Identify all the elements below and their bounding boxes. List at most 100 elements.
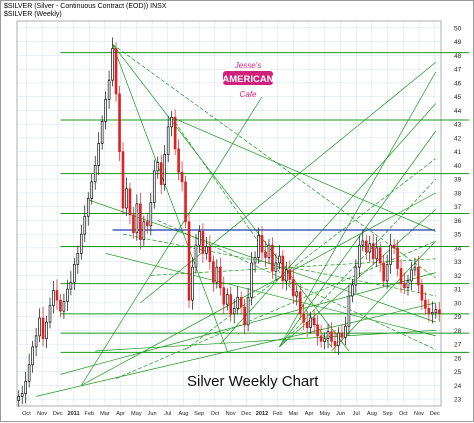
price-bar: [437, 301, 441, 322]
price-bar: [413, 257, 417, 277]
price-bar: [431, 301, 434, 324]
price-bar: [302, 304, 306, 330]
price-bar: [361, 229, 365, 252]
price-bar: [187, 213, 191, 308]
fan-line: [279, 71, 437, 348]
price-bar: [354, 259, 358, 293]
price-bar-body: [264, 251, 267, 258]
y-tick-label: 35: [454, 232, 462, 239]
price-bar: [114, 42, 118, 102]
price-bar: [239, 291, 243, 315]
price-bar-body: [194, 244, 198, 268]
x-tick-label: Aug: [178, 411, 188, 417]
price-bar-body: [260, 235, 264, 253]
price-bar-body: [298, 291, 302, 315]
price-bar: [406, 274, 410, 296]
y-tick-label: 44: [454, 108, 462, 115]
price-bar-body: [107, 79, 111, 100]
x-tick-label: Feb: [84, 411, 94, 417]
price-bar-body: [69, 281, 73, 290]
price-bar: [420, 278, 424, 310]
price-bar: [121, 142, 125, 215]
price-bar-body: [403, 283, 406, 289]
price-bar: [97, 132, 100, 175]
fan-line: [81, 192, 436, 386]
price-bar: [271, 237, 274, 280]
price-bar-body: [364, 240, 368, 253]
price-bar: [319, 324, 323, 348]
price-bar: [212, 255, 215, 292]
price-bar: [159, 154, 163, 195]
price-bar-body: [312, 317, 316, 326]
x-tick-label: Sep: [194, 411, 204, 417]
price-bar: [316, 315, 319, 346]
price-bar-body: [274, 262, 278, 272]
y-tick-label: 38: [454, 190, 462, 197]
price-bar: [215, 259, 219, 289]
price-bar-body: [323, 338, 326, 342]
price-bar: [340, 325, 344, 344]
x-tick-label: Apr: [305, 411, 314, 417]
fan-line: [185, 158, 436, 350]
chart-header-interval: $SILVER (Weekly): [4, 11, 62, 18]
price-bar-body: [180, 171, 184, 183]
x-tick-label: Oct: [22, 411, 31, 417]
y-tick-label: 46: [454, 80, 462, 87]
price-bar-body: [358, 244, 361, 268]
y-tick-label: 47: [454, 67, 462, 74]
price-bar-body: [250, 262, 253, 298]
x-tick-label: Feb: [273, 411, 283, 417]
price-bar: [312, 310, 316, 333]
price-bar-body: [41, 317, 45, 339]
price-bar: [253, 251, 257, 273]
price-bar-body: [90, 181, 94, 199]
price-bar: [364, 234, 368, 260]
price-bar: [41, 306, 45, 347]
price-bar-body: [222, 287, 226, 305]
price-bar-body: [73, 264, 76, 283]
price-bar-body: [93, 165, 97, 183]
y-tick-label: 28: [454, 328, 462, 335]
price-bar-body: [291, 279, 295, 297]
price-bar: [267, 238, 271, 264]
x-tick-label: Aug: [367, 411, 377, 417]
price-bar-body: [121, 151, 125, 209]
price-bar: [351, 278, 354, 303]
price-bar-body: [27, 364, 31, 382]
price-bar-body: [146, 221, 149, 227]
price-bar-body: [278, 255, 281, 264]
price-bar-body: [45, 321, 48, 339]
price-bar: [347, 284, 351, 336]
fan-line: [80, 96, 263, 386]
price-bar-body: [52, 290, 55, 306]
fan-line: [112, 44, 228, 352]
price-bar-body: [38, 317, 41, 337]
price-bar: [201, 223, 205, 263]
x-tick-label: Nov: [414, 411, 424, 417]
price-bar: [52, 281, 55, 314]
x-tick-label: Oct: [211, 411, 220, 417]
price-bar-body: [159, 162, 163, 185]
price-bar-body: [285, 269, 288, 282]
y-tick-label: 49: [454, 39, 462, 46]
price-bar-body: [125, 188, 128, 209]
x-axis: Oct Nov Dec 2011 Feb Mar Apr May Jun Jul Aug Sep Oct…: [22, 411, 440, 417]
fan-line: [279, 178, 437, 348]
price-bar: [410, 262, 413, 291]
price-bar: [62, 293, 66, 319]
price-bar: [278, 244, 281, 270]
price-bar-body: [437, 309, 441, 315]
price-bar: [31, 340, 34, 373]
price-bar: [434, 303, 438, 319]
price-bar: [427, 298, 431, 322]
price-bar-body: [246, 297, 250, 326]
price-bar-body: [139, 203, 142, 240]
price-bar: [399, 259, 403, 294]
price-bar-body: [104, 99, 107, 122]
price-bar: [368, 235, 372, 262]
price-bar-body: [24, 380, 27, 394]
price-bar: [246, 287, 250, 332]
price-bar: [48, 297, 52, 329]
y-tick-label: 40: [454, 163, 462, 170]
price-bar: [225, 288, 229, 311]
